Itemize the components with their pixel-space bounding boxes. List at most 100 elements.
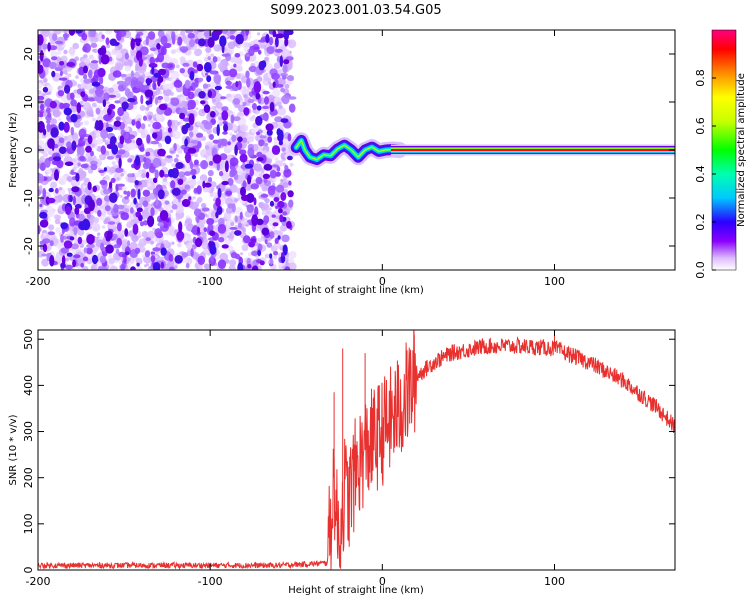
heatmap-cell [50, 62, 57, 69]
heatmap-cell [106, 100, 110, 105]
snr-y-ticks: 0 100 200 300 400 500 [22, 329, 675, 574]
y-tick-label: 10 [22, 95, 35, 109]
heatmap-cell [145, 100, 151, 105]
y-tick-label: 300 [22, 421, 35, 442]
heatmap-cell [39, 111, 44, 118]
heatmap-cell [253, 81, 262, 94]
heatmap-cell [185, 122, 191, 129]
heatmap-cell [212, 139, 220, 144]
heatmap-cell [91, 30, 97, 38]
heatmap-cell [181, 199, 191, 207]
heatmap-cell [72, 259, 77, 268]
heatmap-cell [180, 100, 189, 109]
heatmap-cell [38, 162, 41, 169]
heatmap-cell [227, 203, 234, 209]
heatmap-cell [87, 97, 96, 102]
heatmap-cell [58, 187, 63, 191]
heatmap-cell [38, 64, 44, 74]
heatmap-cell [272, 164, 279, 168]
heatmap-cell [90, 113, 94, 118]
heatmap-cell [70, 113, 78, 123]
heatmap-cell [229, 30, 236, 35]
heatmap-cell [43, 232, 47, 236]
heatmap-cell [130, 49, 138, 57]
heatmap-cell [114, 100, 121, 104]
heatmap-cell [57, 50, 62, 56]
heatmap-cell [210, 254, 214, 262]
heatmap-cell [273, 255, 278, 260]
heatmap-cell [196, 132, 204, 138]
heatmap-cell [115, 52, 123, 59]
heatmap-cell [96, 197, 103, 206]
heatmap-cell [64, 264, 74, 270]
heatmap-cell [276, 100, 282, 107]
heatmap-cell [67, 187, 71, 191]
heatmap-cell [190, 140, 200, 144]
heatmap-cell [113, 30, 121, 33]
heatmap-cell [69, 195, 73, 203]
heatmap-cell [119, 135, 125, 145]
heatmap-cell [256, 218, 264, 226]
heatmap-cell [83, 43, 91, 53]
heatmap-cell [278, 129, 284, 142]
heatmap-cell [137, 234, 142, 239]
heatmap-cell [42, 86, 49, 93]
heatmap-cell [264, 198, 270, 204]
heatmap-cell [127, 173, 134, 178]
heatmap-cell [160, 247, 167, 256]
colorbar-tick-label: 0.0 [694, 261, 707, 279]
heatmap-cell [185, 257, 193, 265]
heatmap-cell [227, 41, 236, 50]
heatmap-cell [97, 232, 101, 236]
heatmap-cell [124, 251, 130, 256]
heatmap-cell [147, 230, 156, 239]
heatmap-cell [50, 118, 58, 126]
heatmap-cell [157, 189, 165, 200]
heatmap-cell [280, 192, 287, 201]
heatmap-cell [78, 128, 87, 139]
heatmap-cell [99, 265, 108, 270]
heatmap-cell [284, 84, 290, 89]
snr-x-label: Height of straight line (km) [288, 585, 424, 596]
heatmap-cell [272, 225, 276, 230]
heatmap-cell [193, 153, 198, 158]
heatmap-cell [212, 98, 216, 103]
heatmap-cell [203, 30, 213, 39]
heatmap-cell [207, 223, 214, 233]
heatmap-cell [264, 56, 269, 62]
heatmap-cell [70, 92, 75, 100]
heatmap-cell [245, 70, 250, 79]
heatmap-cell [49, 240, 54, 247]
heatmap-cell [276, 166, 281, 172]
heatmap-cell [216, 124, 220, 136]
heatmap-cell [225, 207, 233, 214]
heatmap-cell [163, 173, 169, 178]
heatmap-cell [95, 120, 100, 131]
heatmap-cell [288, 251, 297, 259]
heatmap-cell [99, 255, 107, 264]
heatmap-cell [42, 43, 48, 50]
heatmap-cell [281, 75, 287, 80]
heatmap-cell [66, 158, 71, 163]
heatmap-cell [256, 105, 262, 111]
heatmap-cell [179, 46, 189, 53]
heatmap-cell [71, 243, 79, 250]
heatmap-cell [134, 247, 141, 254]
heatmap-cell [130, 266, 136, 270]
heatmap-cell [140, 94, 144, 105]
heatmap-cell [196, 121, 202, 126]
heatmap-cell [278, 78, 286, 86]
heatmap-cell [177, 242, 182, 248]
heatmap-cell [124, 208, 130, 213]
heatmap-cell [252, 108, 257, 114]
heatmap-cell [207, 169, 214, 177]
heatmap-cell [41, 30, 51, 38]
heatmap-cell [50, 181, 58, 189]
heatmap-cell [54, 40, 64, 45]
heatmap-cell [83, 54, 88, 59]
heatmap-cell [207, 177, 213, 183]
y-tick-label: -20 [22, 237, 35, 255]
heatmap-cell [47, 112, 52, 118]
heatmap-cell [214, 85, 222, 91]
